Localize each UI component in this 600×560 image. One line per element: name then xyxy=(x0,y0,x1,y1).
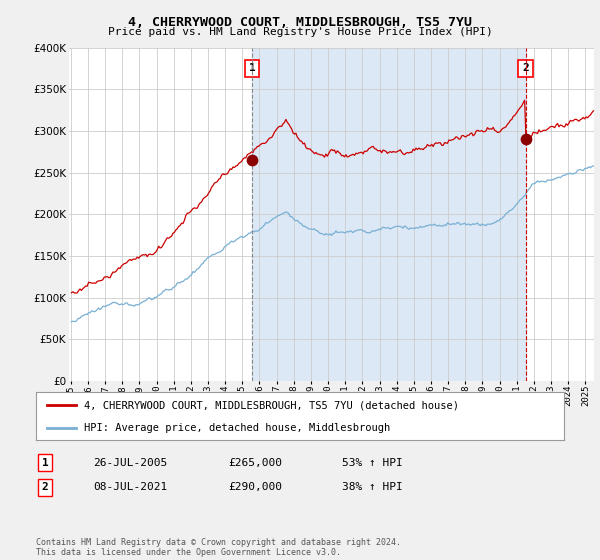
Text: £290,000: £290,000 xyxy=(228,482,282,492)
Text: 53% ↑ HPI: 53% ↑ HPI xyxy=(342,458,403,468)
Text: 26-JUL-2005: 26-JUL-2005 xyxy=(93,458,167,468)
Text: 2: 2 xyxy=(523,63,529,73)
Text: 38% ↑ HPI: 38% ↑ HPI xyxy=(342,482,403,492)
Text: £265,000: £265,000 xyxy=(228,458,282,468)
Point xyxy=(521,135,530,144)
Text: 1: 1 xyxy=(248,63,256,73)
Point xyxy=(247,156,257,165)
Bar xyxy=(252,48,526,381)
Text: 2: 2 xyxy=(41,482,49,492)
Text: 4, CHERRYWOOD COURT, MIDDLESBROUGH, TS5 7YU: 4, CHERRYWOOD COURT, MIDDLESBROUGH, TS5 … xyxy=(128,16,472,29)
Text: 1: 1 xyxy=(41,458,49,468)
Text: 4, CHERRYWOOD COURT, MIDDLESBROUGH, TS5 7YU (detached house): 4, CHERRYWOOD COURT, MIDDLESBROUGH, TS5 … xyxy=(83,400,458,410)
Text: 08-JUL-2021: 08-JUL-2021 xyxy=(93,482,167,492)
Text: Contains HM Land Registry data © Crown copyright and database right 2024.
This d: Contains HM Land Registry data © Crown c… xyxy=(36,538,401,557)
Text: HPI: Average price, detached house, Middlesbrough: HPI: Average price, detached house, Midd… xyxy=(83,423,390,433)
Text: Price paid vs. HM Land Registry's House Price Index (HPI): Price paid vs. HM Land Registry's House … xyxy=(107,27,493,38)
